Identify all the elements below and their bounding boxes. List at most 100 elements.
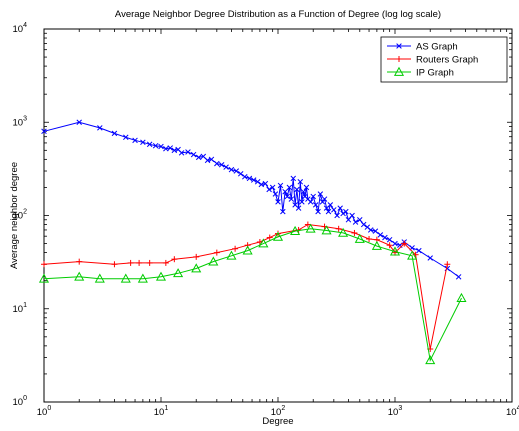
data-point [158, 143, 164, 150]
data-point [132, 137, 138, 144]
series-2 [38, 223, 467, 365]
data-point [295, 205, 302, 211]
data-point [357, 217, 363, 223]
data-point [284, 193, 291, 200]
data-point [97, 125, 103, 131]
legend-label: IP Graph [416, 68, 454, 79]
data-point [185, 149, 191, 155]
data-point [111, 261, 118, 268]
data-point [242, 245, 253, 255]
data-point [444, 261, 451, 268]
x-tick-label: 100 [37, 405, 52, 418]
data-point [195, 154, 202, 161]
data-point [335, 225, 342, 232]
data-point [382, 234, 388, 241]
x-tick-label: 103 [388, 405, 403, 418]
data-point [74, 271, 85, 281]
data-point [258, 181, 265, 188]
y-tick-label: 100 [13, 395, 28, 408]
data-point [377, 232, 384, 238]
data-point [319, 199, 326, 205]
data-point [136, 259, 143, 266]
data-point [233, 168, 240, 174]
data-point [137, 273, 148, 283]
data-point [351, 229, 358, 236]
data-point [178, 150, 185, 156]
data-point [303, 184, 310, 191]
y-tick-label: 101 [13, 302, 28, 315]
data-point [41, 261, 47, 268]
plot-area [43, 28, 513, 403]
series-line [43, 228, 462, 362]
data-point [163, 145, 169, 152]
data-point [76, 119, 82, 126]
data-point [340, 210, 346, 217]
data-point [246, 175, 253, 182]
data-point [300, 188, 307, 195]
data-point [327, 202, 334, 208]
data-point [337, 205, 343, 211]
data-point [372, 228, 379, 234]
legend-item: Routers Graph [387, 55, 478, 66]
x-tick-label: 104 [506, 405, 519, 418]
data-point [325, 208, 332, 215]
data-point [360, 221, 367, 228]
data-point [266, 186, 272, 193]
data-point [425, 355, 436, 365]
data-point [455, 274, 462, 280]
data-point [262, 180, 269, 187]
legend-marker [396, 43, 402, 49]
x-tick-label: 101 [154, 405, 169, 418]
data-point [218, 162, 225, 168]
legend-label: AS Graph [416, 42, 458, 53]
data-point [272, 231, 284, 241]
data-point [193, 253, 200, 260]
data-point [294, 186, 300, 193]
legend: AS Graph Routers Graph IP Graph [380, 36, 508, 83]
data-point [354, 233, 365, 243]
data-point [146, 259, 153, 266]
data-point [456, 292, 467, 302]
data-point [204, 157, 211, 164]
data-point [232, 245, 239, 252]
x-axis-label: Degree [262, 416, 293, 426]
data-point [275, 199, 281, 205]
data-point [76, 258, 83, 265]
data-point [290, 225, 301, 235]
data-point [343, 208, 349, 215]
data-point [120, 273, 131, 283]
data-point [258, 238, 269, 248]
data-point [190, 151, 197, 158]
data-point [214, 160, 220, 167]
series-layer [38, 119, 467, 365]
x-tick-label: 102 [271, 405, 286, 418]
data-point [407, 250, 418, 260]
data-point [331, 207, 337, 213]
data-point [191, 263, 202, 273]
data-point [127, 259, 134, 266]
data-point [366, 235, 373, 242]
chart-title: Average Neighbor Degree Distribution as … [115, 9, 441, 20]
data-point [226, 250, 237, 260]
y-tick-label: 103 [13, 115, 28, 128]
legend-label: Routers Graph [416, 55, 478, 66]
data-point [386, 236, 393, 243]
data-point [208, 256, 219, 266]
data-point [167, 145, 174, 151]
legend-item: IP Graph [387, 66, 454, 79]
y-axis: 100 101 102 103 104 [13, 22, 512, 408]
data-point [146, 141, 153, 148]
data-point [392, 240, 398, 247]
data-point [389, 246, 401, 256]
data-point [290, 175, 297, 182]
data-point [352, 219, 359, 225]
data-point [277, 182, 284, 189]
data-point [349, 212, 355, 219]
data-point [111, 130, 118, 137]
data-point [254, 179, 261, 185]
data-point [213, 249, 220, 256]
data-point [269, 184, 276, 191]
data-point [242, 174, 248, 180]
